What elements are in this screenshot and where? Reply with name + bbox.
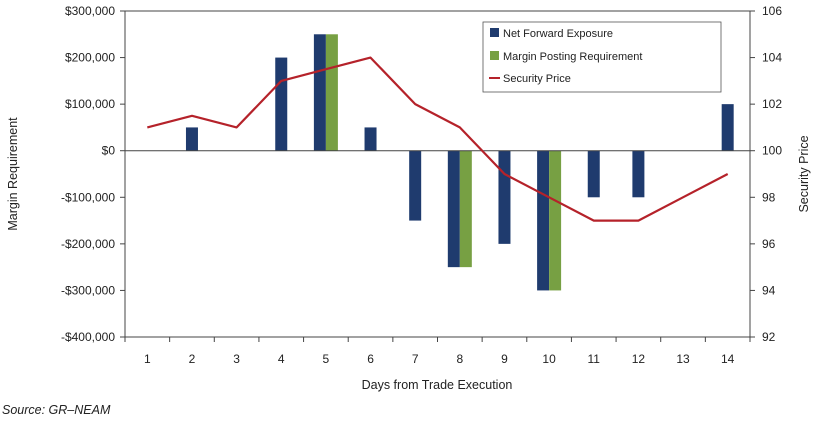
- y-axis-title: Margin Requirement: [6, 117, 20, 231]
- y2-tick-label: 102: [762, 97, 782, 111]
- y-tick-label: -$200,000: [61, 237, 115, 251]
- bar-net-forward-exposure: [721, 104, 734, 151]
- x-tick-label: 10: [542, 352, 556, 366]
- legend-swatch-margin-posting-requirement: [490, 51, 499, 60]
- bar-net-forward-exposure: [364, 127, 377, 151]
- y-tick-label: $100,000: [65, 97, 115, 111]
- legend-swatch-net-forward-exposure: [490, 28, 499, 37]
- bar-margin-posting-requirement: [459, 150, 472, 268]
- bar-net-forward-exposure: [587, 150, 600, 198]
- legend-box: [482, 21, 722, 93]
- legend: Net Forward Exposure Margin Posting Requ…: [482, 21, 722, 93]
- y-tick-label: $200,000: [65, 51, 115, 65]
- x-tick-label: 7: [412, 352, 419, 366]
- bar-net-forward-exposure: [498, 150, 511, 244]
- x-tick-label: 14: [721, 352, 735, 366]
- legend-label-margin-posting-requirement: Margin Posting Requirement: [503, 51, 642, 63]
- bar-net-forward-exposure: [537, 150, 550, 291]
- y-tick-label: $0: [102, 144, 116, 158]
- y2-tick-label: 96: [762, 237, 776, 251]
- y2-tick-label: 100: [762, 144, 782, 158]
- x-tick-label: 3: [233, 352, 240, 366]
- x-tick-label: 1: [144, 352, 151, 366]
- legend-label-net-forward-exposure: Net Forward Exposure: [503, 28, 613, 40]
- bar-net-forward-exposure: [409, 150, 422, 221]
- x-tick-label: 13: [676, 352, 690, 366]
- y-tick-label: -$300,000: [61, 283, 115, 297]
- y-tick-label: -$400,000: [61, 330, 115, 344]
- y2-tick-label: 104: [762, 51, 782, 65]
- bar-margin-posting-requirement: [549, 150, 562, 291]
- y2-axis-title: Security Price: [797, 135, 811, 212]
- bar-net-forward-exposure: [275, 57, 288, 151]
- y2-tick-label: 98: [762, 190, 776, 204]
- bar-net-forward-exposure: [313, 34, 326, 151]
- x-tick-label: 2: [189, 352, 196, 366]
- x-tick-label: 5: [323, 352, 330, 366]
- x-tick-label: 4: [278, 352, 285, 366]
- bar-margin-posting-requirement: [325, 34, 338, 151]
- y2-tick-label: 94: [762, 283, 776, 297]
- legend-label-security-price: Security Price: [503, 73, 571, 85]
- x-tick-label: 11: [588, 352, 601, 366]
- x-tick-label: 6: [367, 352, 374, 366]
- bar-net-forward-exposure: [632, 150, 645, 198]
- bar-net-forward-exposure: [185, 127, 198, 151]
- x-axis-title: Days from Trade Execution: [362, 378, 513, 392]
- bar-net-forward-exposure: [447, 150, 460, 268]
- y2-tick-label: 106: [762, 4, 782, 18]
- line-security-price: [147, 56, 729, 222]
- y2-tick-label: 92: [762, 330, 776, 344]
- x-tick-label: 8: [456, 352, 463, 366]
- x-tick-label: 9: [501, 352, 508, 366]
- source-note: Source: GR–NEAM: [2, 403, 111, 417]
- y-tick-label: $300,000: [65, 4, 115, 18]
- y-tick-label: -$100,000: [61, 190, 115, 204]
- x-tick-label: 12: [632, 352, 646, 366]
